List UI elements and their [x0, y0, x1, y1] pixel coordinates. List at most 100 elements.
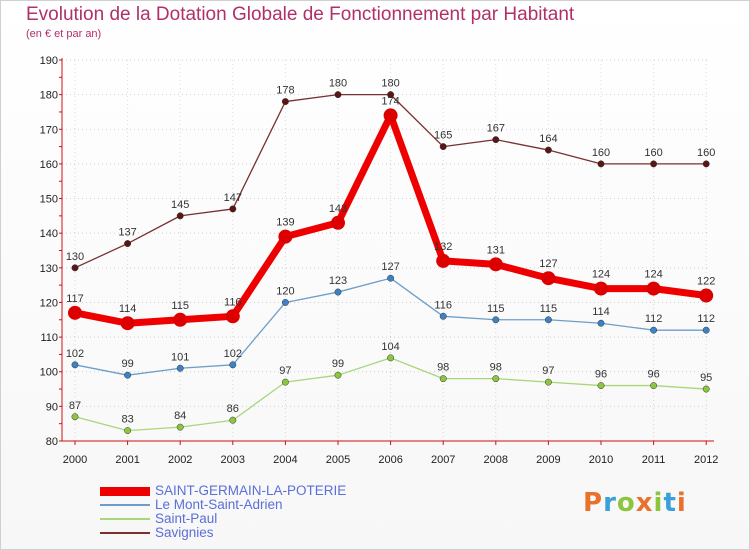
y-tick-label-150: 150 — [40, 194, 58, 206]
data-point — [281, 98, 289, 106]
legend-swatch — [100, 486, 150, 496]
y-tick-label-100: 100 — [40, 367, 58, 379]
data-point — [650, 160, 658, 168]
data-label: 98 — [490, 362, 502, 374]
data-label: 84 — [174, 410, 186, 422]
data-point — [699, 288, 714, 303]
data-label: 124 — [592, 269, 610, 281]
y-tick-label-90: 90 — [46, 401, 58, 413]
data-point — [544, 378, 552, 386]
legend-label: Savignies — [155, 525, 214, 540]
data-label: 117 — [66, 293, 84, 305]
data-label: 116 — [224, 296, 242, 308]
y-tick-label-170: 170 — [40, 124, 58, 136]
data-label: 160 — [592, 147, 610, 159]
data-point — [492, 375, 500, 383]
legend-label: SAINT-GERMAIN-LA-POTERIE — [155, 483, 347, 498]
data-point — [334, 91, 342, 99]
data-point — [71, 264, 79, 272]
data-point — [488, 257, 503, 272]
data-label: 160 — [697, 147, 715, 159]
x-tick-label-2009: 2009 — [536, 454, 560, 466]
data-label: 104 — [381, 341, 399, 353]
data-point — [702, 160, 710, 168]
data-point — [120, 316, 135, 331]
data-point — [278, 229, 293, 244]
data-point — [439, 312, 447, 320]
x-tick-label-2005: 2005 — [326, 454, 350, 466]
legend-swatch — [100, 532, 150, 534]
chart-title: Evolution de la Dotation Globale de Fonc… — [26, 4, 575, 25]
data-label: 124 — [644, 269, 662, 281]
y-tick-label-140: 140 — [40, 228, 58, 240]
data-point — [383, 108, 398, 123]
data-point — [597, 160, 605, 168]
data-point — [229, 205, 237, 213]
data-label: 164 — [539, 133, 557, 145]
data-point — [68, 305, 82, 320]
data-point — [71, 413, 79, 421]
data-label: 120 — [276, 285, 294, 297]
data-point — [331, 215, 345, 230]
data-point — [492, 136, 500, 144]
data-label: 180 — [381, 78, 399, 90]
data-point — [334, 288, 342, 296]
data-label: 137 — [118, 227, 136, 239]
data-point — [492, 316, 500, 324]
data-label: 115 — [540, 303, 558, 315]
data-point — [702, 385, 710, 393]
data-label: 99 — [332, 358, 344, 370]
data-point — [176, 423, 184, 431]
legend-label: Saint-Paul — [155, 511, 218, 526]
data-label: 130 — [66, 251, 84, 263]
data-label: 116 — [434, 299, 452, 311]
data-point — [436, 253, 451, 268]
data-label: 96 — [595, 369, 607, 381]
data-label: 123 — [329, 275, 347, 287]
data-label: 96 — [647, 369, 659, 381]
data-point — [650, 382, 658, 390]
data-point — [650, 326, 658, 334]
data-point — [229, 416, 237, 424]
data-point — [702, 326, 710, 334]
x-tick-label-2006: 2006 — [378, 454, 402, 466]
data-point — [387, 91, 395, 99]
data-label: 174 — [381, 95, 399, 107]
proxiti-logo: Proxiti — [583, 488, 687, 518]
data-point — [646, 281, 661, 296]
data-label: 115 — [487, 303, 505, 315]
x-tick-label-2000: 2000 — [63, 454, 87, 466]
data-label: 101 — [171, 351, 189, 363]
x-tick-label-2011: 2011 — [642, 454, 666, 466]
y-tick-label-110: 110 — [40, 332, 58, 344]
data-point — [541, 271, 556, 286]
data-point — [597, 319, 605, 327]
data-point — [544, 316, 552, 324]
data-label: 102 — [224, 348, 242, 360]
data-label: 122 — [697, 276, 715, 288]
data-point — [387, 354, 395, 362]
data-label: 97 — [542, 365, 554, 377]
legend-swatch — [100, 504, 150, 506]
y-tick-label-190: 190 — [40, 55, 58, 67]
data-label: 180 — [329, 78, 347, 90]
data-point — [544, 146, 552, 154]
y-tick-label-130: 130 — [40, 263, 58, 275]
x-tick-label-2004: 2004 — [273, 454, 297, 466]
data-label: 95 — [700, 372, 712, 384]
data-point — [176, 212, 184, 220]
data-point — [229, 361, 237, 369]
data-label: 160 — [644, 147, 662, 159]
data-label: 112 — [697, 313, 715, 325]
data-label: 86 — [227, 403, 239, 415]
data-label: 127 — [539, 258, 557, 270]
data-point — [173, 312, 188, 327]
chart-subtitle: (en € et par an) — [26, 28, 102, 40]
data-point — [281, 299, 289, 306]
data-label: 114 — [592, 306, 610, 318]
data-label: 114 — [119, 303, 137, 315]
data-label: 83 — [121, 414, 133, 426]
x-tick-label-2001: 2001 — [115, 454, 139, 466]
y-tick-label-160: 160 — [40, 159, 58, 171]
